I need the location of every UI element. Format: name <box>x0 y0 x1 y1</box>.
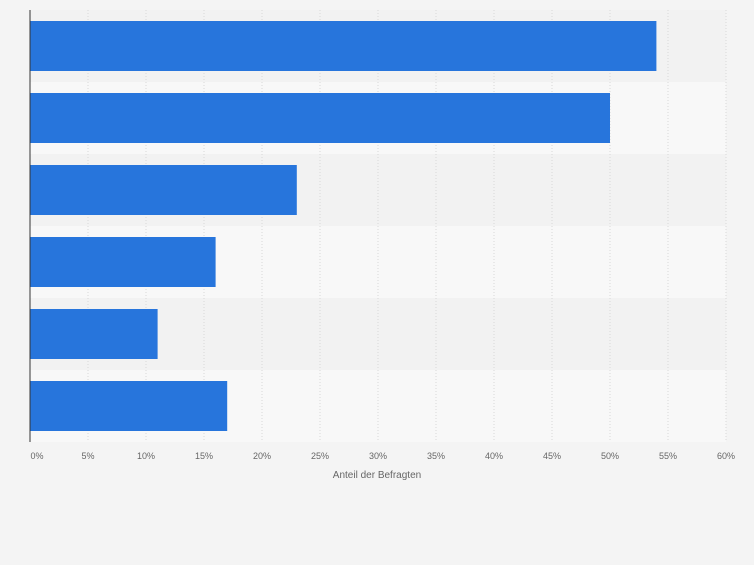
bar <box>30 165 297 215</box>
bar <box>30 309 158 359</box>
x-tick-label: 20% <box>253 451 271 461</box>
x-tick-label: 40% <box>485 451 503 461</box>
x-tick-label: 45% <box>543 451 561 461</box>
x-tick-label: 55% <box>659 451 677 461</box>
x-tick-label: 30% <box>369 451 387 461</box>
x-tick-label: 0% <box>30 451 43 461</box>
bar <box>30 21 657 71</box>
x-tick-label: 35% <box>427 451 445 461</box>
bar <box>30 381 228 431</box>
x-tick-label: 5% <box>81 451 94 461</box>
bars <box>30 21 657 431</box>
x-tick-label: 15% <box>195 451 213 461</box>
x-tick-label: 10% <box>137 451 155 461</box>
bar <box>30 237 216 287</box>
gridlines <box>87 10 727 442</box>
x-axis-label: Anteil der Befragten <box>333 470 421 481</box>
x-tick-label: 50% <box>601 451 619 461</box>
x-tick-labels: 0% 5% 10% 15% 20% 25% 30% 35% 40% 45% 50% 55% 60% <box>30 451 735 461</box>
x-tick-label: 60% <box>717 451 735 461</box>
x-tick-label: 25% <box>311 451 329 461</box>
bar <box>30 93 610 143</box>
